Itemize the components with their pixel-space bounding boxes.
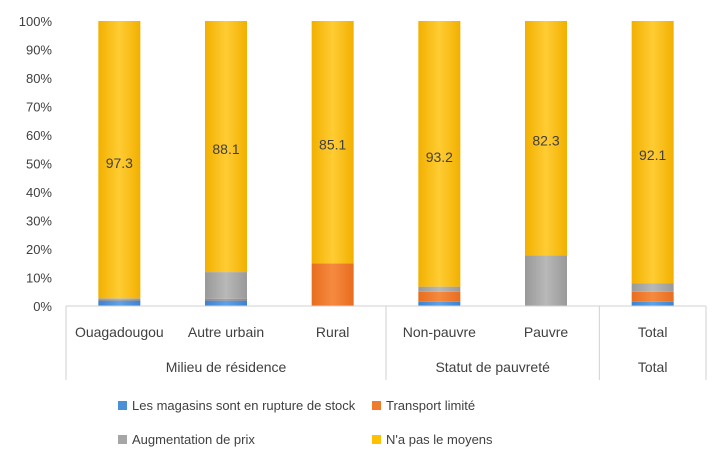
bar-segment-3 — [631, 283, 674, 292]
y-tick-label: 90% — [26, 43, 52, 58]
legend-swatch-moyens — [372, 435, 381, 444]
x-category-label: Ouagadougou — [75, 324, 164, 340]
data-label: 93.2 — [426, 149, 453, 165]
data-label: 82.3 — [532, 132, 559, 148]
bar-segment-1 — [631, 301, 674, 306]
y-tick-label: 20% — [26, 242, 52, 257]
bar-segment-3 — [418, 286, 461, 292]
data-label: 85.1 — [319, 137, 346, 153]
y-tick-label: 0% — [33, 299, 52, 314]
bar-segment-2 — [205, 298, 247, 301]
bar-segment-2 — [631, 291, 674, 302]
bar-segment-2 — [418, 291, 461, 302]
bar-segment-3 — [205, 272, 247, 299]
bar-segment-1 — [205, 300, 247, 306]
x-category-label: Total — [638, 324, 668, 340]
bar-segment-4 — [631, 21, 674, 284]
x-category-label: Non-pauvre — [403, 324, 476, 340]
bar-segment-4 — [205, 21, 247, 273]
x-category-label: Rural — [316, 324, 349, 340]
data-label: 92.1 — [639, 147, 666, 163]
bar-segment-4 — [311, 21, 354, 264]
x-group-label: Milieu de résidence — [166, 359, 287, 375]
legend-swatch-stock — [118, 401, 127, 410]
legend-item-transport: Transport limité — [372, 398, 475, 413]
bar-segment-3 — [525, 255, 567, 306]
x-category-label: Pauvre — [524, 324, 569, 340]
data-label: 88.1 — [212, 141, 239, 157]
bar-segment-4 — [418, 21, 461, 287]
bar-segment-1 — [98, 300, 141, 306]
y-tick-label: 10% — [26, 271, 52, 286]
legend-label-stock: Les magasins sont en rupture de stock — [132, 398, 356, 413]
legend-label-prix: Augmentation de prix — [132, 432, 255, 447]
x-category-label: Autre urbain — [188, 324, 264, 340]
bar-segment-2 — [311, 263, 354, 306]
legend-item-moyens: N'a pas le moyens — [372, 432, 493, 447]
y-tick-label: 40% — [26, 185, 52, 200]
legend-item-stock: Les magasins sont en rupture de stock — [118, 398, 355, 413]
bar-segment-1 — [418, 301, 461, 306]
data-label: 97.3 — [106, 155, 133, 171]
legend-item-prix: Augmentation de prix — [118, 432, 255, 447]
y-tick-label: 100% — [19, 14, 53, 29]
bar-segment-2 — [98, 299, 141, 301]
bar-segment-3 — [98, 298, 141, 300]
y-tick-label: 70% — [26, 100, 52, 115]
x-group-label: Total — [638, 359, 668, 375]
y-tick-label: 80% — [26, 71, 52, 86]
legend-swatch-transport — [372, 401, 381, 410]
legend-label-transport: Transport limité — [386, 398, 476, 413]
y-tick-label: 50% — [26, 157, 52, 172]
legend-label-moyens: N'a pas le moyens — [386, 432, 493, 447]
x-group-label: Statut de pauvreté — [435, 359, 550, 375]
y-tick-label: 60% — [26, 128, 52, 143]
legend: Les magasins sont en rupture de stock Tr… — [0, 398, 716, 447]
legend-swatch-prix — [118, 435, 127, 444]
y-tick-label: 30% — [26, 214, 52, 229]
chart-canvas: 0% 10% 20% 30% 40% 50% 60% 70% 80% 90% 100% 97.3 88… — [19, 14, 707, 380]
bar-segment-4 — [525, 21, 567, 256]
bar-segment-4 — [98, 21, 141, 299]
